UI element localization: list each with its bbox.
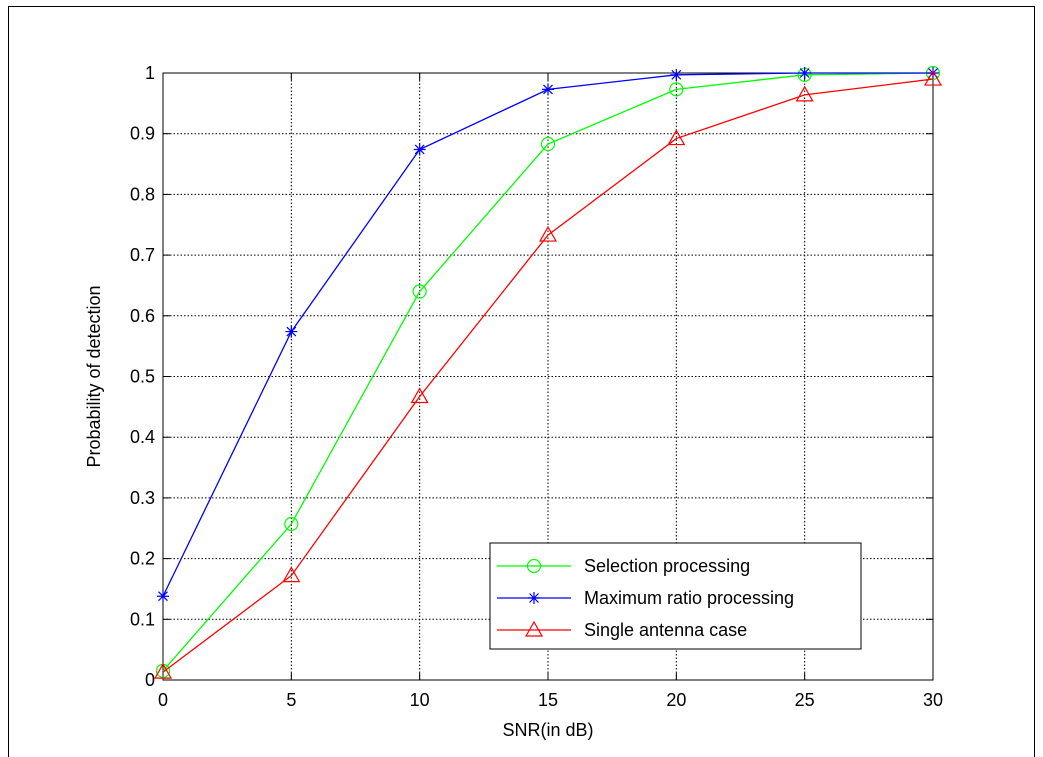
star-marker [285, 325, 298, 338]
series-group [153, 65, 943, 679]
triangle-marker [410, 387, 429, 404]
y-tick-label: 1 [145, 63, 155, 83]
y-tick-label: 0 [145, 670, 155, 690]
triangle-marker [153, 662, 173, 679]
star-marker [542, 83, 554, 96]
legend-item: Single antenna case [497, 620, 747, 640]
x-tick-label: 15 [538, 690, 558, 710]
legend-label: Single antenna case [584, 620, 747, 640]
star-marker [670, 68, 683, 81]
triangle-marker [923, 69, 943, 86]
figure-frame [8, 6, 1035, 757]
star-marker [798, 67, 811, 79]
series-line [162, 78, 934, 673]
legend-label: Selection processing [584, 556, 750, 576]
y-tick-label: 0.3 [130, 488, 155, 508]
legend-label: Maximum ratio processing [584, 588, 794, 608]
y-tick-label: 0.7 [130, 245, 155, 265]
y-tick-label: 0.4 [130, 427, 155, 447]
star-marker [157, 590, 169, 603]
y-tick-label: 0.6 [130, 306, 155, 326]
series [153, 69, 943, 679]
triangle-marker [795, 85, 814, 102]
legend-box [489, 542, 862, 650]
circle-marker [540, 136, 556, 152]
legend-item: Maximum ratio processing [497, 588, 794, 608]
circle-marker [284, 516, 299, 532]
x-axis-label: SNR(in dB) [502, 720, 593, 740]
x-tick-label: 30 [923, 690, 943, 710]
x-tick-label: 0 [158, 690, 168, 710]
x-tick-label: 25 [795, 690, 815, 710]
legend: Selection processing Maximum ratio proces… [489, 542, 862, 650]
star-marker [413, 143, 426, 156]
circle-marker [526, 558, 542, 574]
x-tick-label: 20 [666, 690, 686, 710]
x-tick-label: 5 [286, 690, 296, 710]
triangle-marker [524, 620, 544, 637]
y-tick-label: 0.5 [130, 367, 155, 387]
legend-item: Selection processing [497, 556, 750, 576]
triangle-marker [282, 566, 301, 583]
star-marker [927, 67, 939, 79]
legend-items: Selection processing Maximum ratio proces… [497, 556, 794, 640]
y-tick-label: 0.8 [130, 184, 155, 204]
star-marker [528, 592, 540, 604]
axis-ticks: 0 5 10 15 20 25 30 0 0.1 0.2 0.3 0.4 0.5 0.6 0.7 0.8 0.9… [130, 63, 943, 710]
triangle-marker [667, 129, 686, 146]
y-tick-label: 0.1 [130, 609, 155, 629]
circle-marker [669, 82, 684, 97]
y-tick-label: 0.9 [130, 124, 155, 144]
series [157, 67, 939, 603]
x-tick-label: 10 [410, 690, 430, 710]
triangle-marker [538, 225, 558, 242]
circle-marker [412, 284, 427, 299]
y-axis-label: Probability of detection [84, 285, 104, 467]
y-tick-label: 0.2 [130, 549, 155, 569]
